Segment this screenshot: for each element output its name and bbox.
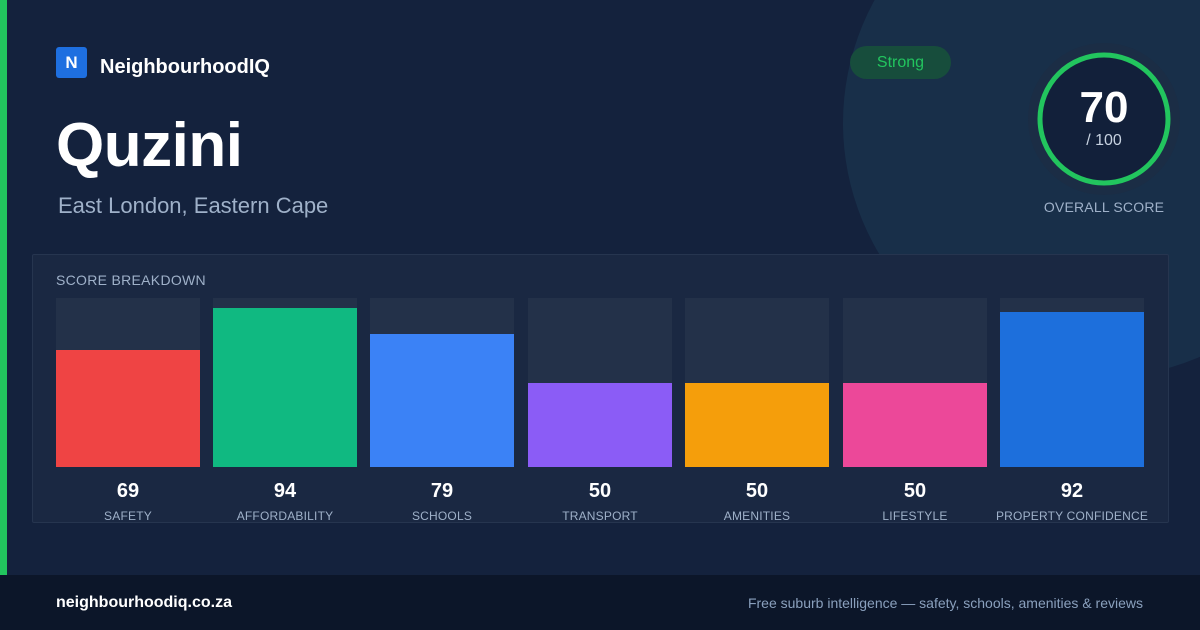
score-breakdown-panel: SCORE BREAKDOWN 69 SAFETY 94 AFFORDABILI… (32, 254, 1169, 523)
score-bar-affordability: 94 AFFORDABILITY (213, 298, 357, 523)
bar-track (56, 298, 200, 467)
bar-label: SCHOOLS (411, 509, 473, 523)
bar-value: 79 (430, 480, 454, 502)
bar-label: SAFETY (104, 509, 152, 523)
bar-track (528, 298, 672, 467)
bar-value: 50 (745, 480, 769, 502)
bar-label: TRANSPORT (562, 509, 638, 523)
bar-track (1000, 298, 1144, 467)
bar-fill (370, 333, 514, 467)
overall-score-label: OVERALL SCORE (1043, 199, 1165, 215)
score-bar-transport: 50 TRANSPORT (528, 298, 672, 523)
brand-name: NeighbourhoodIQ (100, 56, 270, 78)
bar-value: 94 (273, 480, 297, 502)
bar-track (685, 298, 829, 467)
bar-value: 50 (903, 480, 927, 502)
bar-fill (528, 382, 672, 467)
bar-label: LIFESTYLE (882, 509, 948, 523)
overall-score-value: 70 (1079, 83, 1129, 132)
score-bar-schools: 79 SCHOOLS (370, 298, 514, 523)
bar-value: 50 (588, 480, 612, 502)
score-bar-lifestyle: 50 LIFESTYLE (843, 298, 987, 523)
score-ring-progress (1037, 52, 1171, 186)
footer-tagline: Free suburb intelligence — safety, schoo… (747, 595, 1143, 611)
bar-fill (843, 382, 987, 467)
overall-score-ring (1028, 43, 1180, 195)
bar-track (843, 298, 987, 467)
rating-badge: Strong (850, 46, 951, 79)
suburb-location: East London, Eastern Cape (58, 193, 329, 218)
bar-fill (685, 382, 829, 467)
bar-label: AFFORDABILITY (236, 509, 334, 523)
footer-url-link[interactable]: neighbourhoodiq.co.za (56, 594, 232, 611)
overall-score-denominator: / 100 (1086, 132, 1122, 149)
og-card: N NeighbourhoodIQ Quzini East London, Ea… (0, 0, 1200, 575)
footer: neighbourhoodiq.co.za Free suburb intell… (0, 575, 1200, 630)
bar-fill (213, 308, 357, 467)
brand[interactable]: N NeighbourhoodIQ (56, 46, 270, 79)
brand-logo-icon: N (56, 47, 87, 78)
score-bar-amenities: 50 AMENITIES (685, 298, 829, 523)
bar-track (213, 298, 357, 467)
bar-fill (1000, 311, 1144, 467)
score-bar-property-confidence: 92 PROPERTY CONFIDENCE (996, 298, 1148, 523)
score-bar-safety: 69 SAFETY (56, 298, 200, 523)
suburb-title: Quzini (56, 111, 243, 180)
bar-fill (56, 350, 200, 467)
bar-track (370, 298, 514, 467)
bar-label: AMENITIES (723, 509, 791, 523)
bar-value: 69 (116, 480, 140, 502)
score-breakdown-title: SCORE BREAKDOWN (56, 272, 206, 288)
bar-label: PROPERTY CONFIDENCE (995, 509, 1149, 523)
bar-value: 92 (1060, 480, 1084, 502)
accent-bar (0, 0, 7, 575)
